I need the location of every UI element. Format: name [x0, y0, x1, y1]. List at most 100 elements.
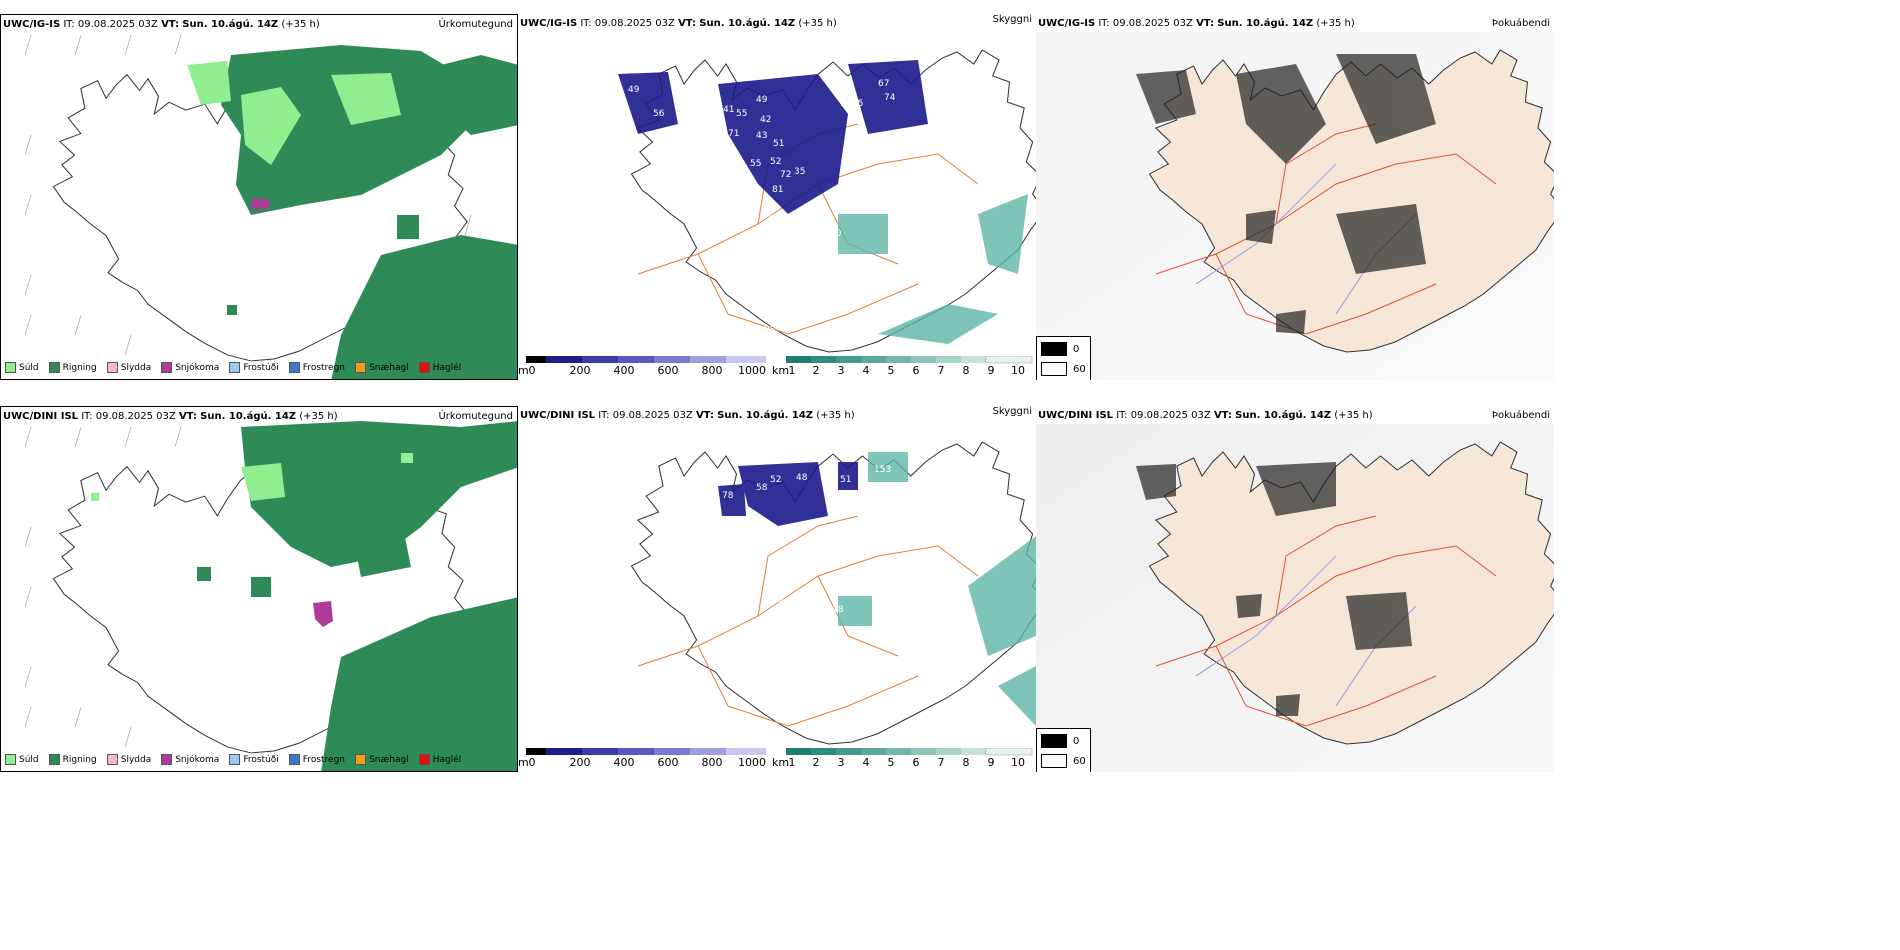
visibility-gradient	[786, 748, 1033, 756]
cloud-label: 41	[723, 105, 734, 115]
swatch-sleet	[106, 754, 118, 765]
cloud-label: 49	[628, 85, 640, 95]
swatch-drizzle	[5, 362, 16, 373]
fog-map-dini	[1036, 424, 1554, 772]
cloud-label: 18	[832, 605, 844, 615]
cloud-base-areas	[718, 462, 858, 526]
fog-areas	[1136, 462, 1412, 716]
swatch-rain	[48, 362, 60, 373]
cloud-label: 43	[756, 131, 767, 141]
cloud-base-colorbar: m 0 200 400 600 800 1000	[518, 356, 768, 380]
cloud-base-areas	[618, 60, 928, 214]
panel-title: Skyggni	[992, 406, 1032, 417]
visibility-areas	[838, 194, 1028, 344]
cloud-base-gradient	[526, 356, 766, 363]
colorbar-tick: 10	[1011, 756, 1025, 769]
model-name: UWC/IG-IS	[520, 18, 578, 29]
cloud-label: 55	[736, 109, 747, 119]
rain-areas	[221, 45, 517, 379]
panel-header: UWC/IG-IS IT: 09.08.2025 03Z VT: Sun. 10…	[520, 18, 837, 29]
legend-item: Frostúði	[229, 754, 279, 765]
swatch-snow-pellets	[355, 754, 367, 765]
colorbar-tick: 8	[962, 364, 970, 377]
legend-item: Snjókoma	[161, 754, 219, 765]
colorbar-tick: 1000	[738, 756, 766, 769]
legend-item: Súld	[5, 362, 39, 373]
colorbar-tick: 3	[837, 364, 845, 377]
cloud-map-ig: 49 56 41 55 49 42 71 43 67 74 96 85 54 5…	[618, 49, 1036, 353]
legend-item: Slydda	[106, 754, 151, 765]
cloud-label: 81	[772, 185, 783, 195]
swatch-drizzle	[5, 754, 16, 765]
cloud-label: 71	[728, 129, 739, 139]
cloud-visibility-panel-dini: 52 48 51 153 58 78 18 25 UWC/DINI ISL IT…	[518, 406, 1036, 772]
cloud-label: 85	[852, 99, 863, 109]
fog-indicator-panel-ig: UWC/IG-IS IT: 09.08.2025 03Z VT: Sun. 10…	[1036, 14, 1554, 380]
fog-key: 0 60	[1036, 336, 1091, 380]
cloud-label: 55	[750, 159, 761, 169]
model-name: UWC/IG-IS	[1038, 18, 1096, 29]
cloud-label: 98	[764, 325, 776, 335]
colorbar-tick: 9	[987, 364, 995, 377]
valid-time: Sun. 10.ágú. 14Z	[1235, 410, 1332, 421]
cloud-label: 56	[768, 213, 780, 223]
cloud-base-gradient	[526, 748, 766, 755]
init-time: 09.08.2025 03Z	[95, 411, 176, 422]
lead-time: (+35 h)	[1334, 410, 1373, 421]
colorbar-tick: 10	[1011, 364, 1025, 377]
fog-map-ig	[1036, 32, 1554, 380]
swatch-snow	[161, 362, 173, 373]
cloud-label: 51	[840, 475, 851, 485]
fog-areas	[1136, 54, 1436, 334]
lead-time: (+35 h)	[1316, 18, 1355, 29]
swatch-freezing-rain	[288, 754, 300, 765]
precip-map-dini	[24, 421, 517, 771]
panel-header: UWC/DINI ISL IT: 09.08.2025 03Z VT: Sun.…	[3, 411, 338, 422]
cloud-label: 48	[796, 473, 808, 483]
fog-key-row: 0	[1041, 731, 1086, 751]
panel-header: UWC/DINI ISL IT: 09.08.2025 03Z VT: Sun.…	[1038, 410, 1373, 421]
cloud-label: 74	[884, 93, 896, 103]
swatch-freezing-rain	[288, 362, 300, 373]
model-name: UWC/DINI ISL	[520, 410, 596, 421]
fog-key: 0 60	[1036, 728, 1091, 772]
cloud-label: 70	[830, 229, 842, 239]
lead-time: (+35 h)	[299, 411, 338, 422]
colorbar-tick: 200	[569, 756, 591, 769]
cloud-map-dini: 52 48 51 153 58 78 18 25	[630, 441, 1036, 745]
precip-map-ig	[24, 34, 517, 379]
panel-header: UWC/IG-IS IT: 09.08.2025 03Z VT: Sun. 10…	[3, 19, 320, 30]
panel-title: Úrkomutegund	[438, 19, 513, 30]
swatch-freezing-drizzle	[229, 754, 241, 765]
colorbar-tick: 5	[887, 364, 895, 377]
model-name: UWC/DINI ISL	[1038, 410, 1114, 421]
legend-item: Frostregn	[288, 754, 345, 765]
colorbar-tick: 6	[912, 756, 920, 769]
drizzle-areas	[91, 453, 413, 501]
lead-time: (+35 h)	[816, 410, 855, 421]
colorbar-tick: 600	[657, 364, 679, 377]
fog-key-row: 60	[1041, 359, 1086, 379]
panel-header: UWC/IG-IS IT: 09.08.2025 03Z VT: Sun. 10…	[1038, 18, 1355, 29]
colorbar-tick: 1000	[738, 364, 766, 377]
road-network	[637, 515, 979, 727]
legend-item: Haglél	[418, 362, 461, 373]
model-name: UWC/IG-IS	[3, 19, 61, 30]
panel-header: UWC/DINI ISL IT: 09.08.2025 03Z VT: Sun.…	[520, 410, 855, 421]
init-time: 09.08.2025 03Z	[612, 410, 693, 421]
colorbar-tick: 400	[613, 364, 635, 377]
swatch-sleet	[106, 362, 118, 373]
legend-item: Frostúði	[229, 362, 279, 373]
colorbar-tick: 9	[987, 756, 995, 769]
cloud-label: 51	[773, 139, 784, 149]
swatch-hail	[418, 362, 430, 373]
colorbar-tick: 6	[912, 364, 920, 377]
legend-item: Haglél	[418, 754, 461, 765]
colorbar-tick: 2	[812, 756, 820, 769]
init-time: 09.08.2025 03Z	[1112, 18, 1193, 29]
cloud-label: 96	[840, 99, 852, 109]
cloud-label: 56	[653, 109, 665, 119]
colorbar-tick: 0	[528, 364, 536, 377]
legend-item: Rigning	[48, 362, 97, 373]
cloud-label: 58	[756, 483, 768, 493]
